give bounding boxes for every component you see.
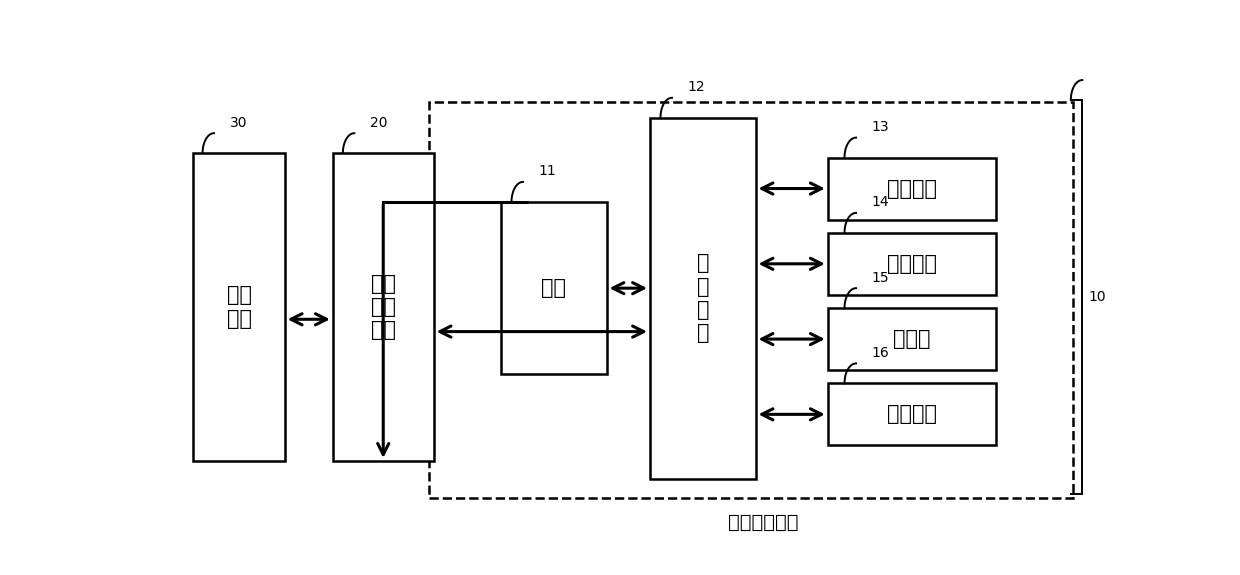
Text: 13: 13 — [872, 120, 889, 134]
Bar — [650, 118, 755, 478]
Text: 15: 15 — [872, 271, 889, 285]
Text: 12: 12 — [687, 81, 706, 94]
Text: 16: 16 — [872, 346, 889, 360]
Text: 磁罗盘: 磁罗盘 — [893, 329, 930, 349]
Text: 方位电机: 方位电机 — [887, 179, 936, 198]
Bar — [828, 158, 996, 220]
Bar — [332, 153, 434, 461]
Text: 微波
通信
设备: 微波 通信 设备 — [371, 274, 396, 340]
Text: 控
制
单
元: 控 制 单 元 — [697, 254, 709, 343]
Text: 天线对准平台: 天线对准平台 — [728, 513, 799, 532]
Text: 手持
终端: 手持 终端 — [227, 285, 252, 328]
Bar — [828, 384, 996, 445]
Text: 20: 20 — [370, 116, 387, 129]
Text: 俯仰电机: 俯仰电机 — [887, 254, 936, 274]
Bar — [501, 202, 606, 374]
Text: 30: 30 — [229, 116, 247, 129]
Bar — [429, 102, 1073, 499]
Bar — [828, 233, 996, 295]
Text: 14: 14 — [872, 196, 889, 209]
Text: 11: 11 — [538, 164, 557, 178]
Text: 天线: 天线 — [542, 278, 567, 298]
Text: 定位模块: 定位模块 — [887, 404, 936, 424]
Text: 10: 10 — [1089, 290, 1106, 304]
Bar — [828, 308, 996, 370]
Bar — [193, 153, 285, 461]
